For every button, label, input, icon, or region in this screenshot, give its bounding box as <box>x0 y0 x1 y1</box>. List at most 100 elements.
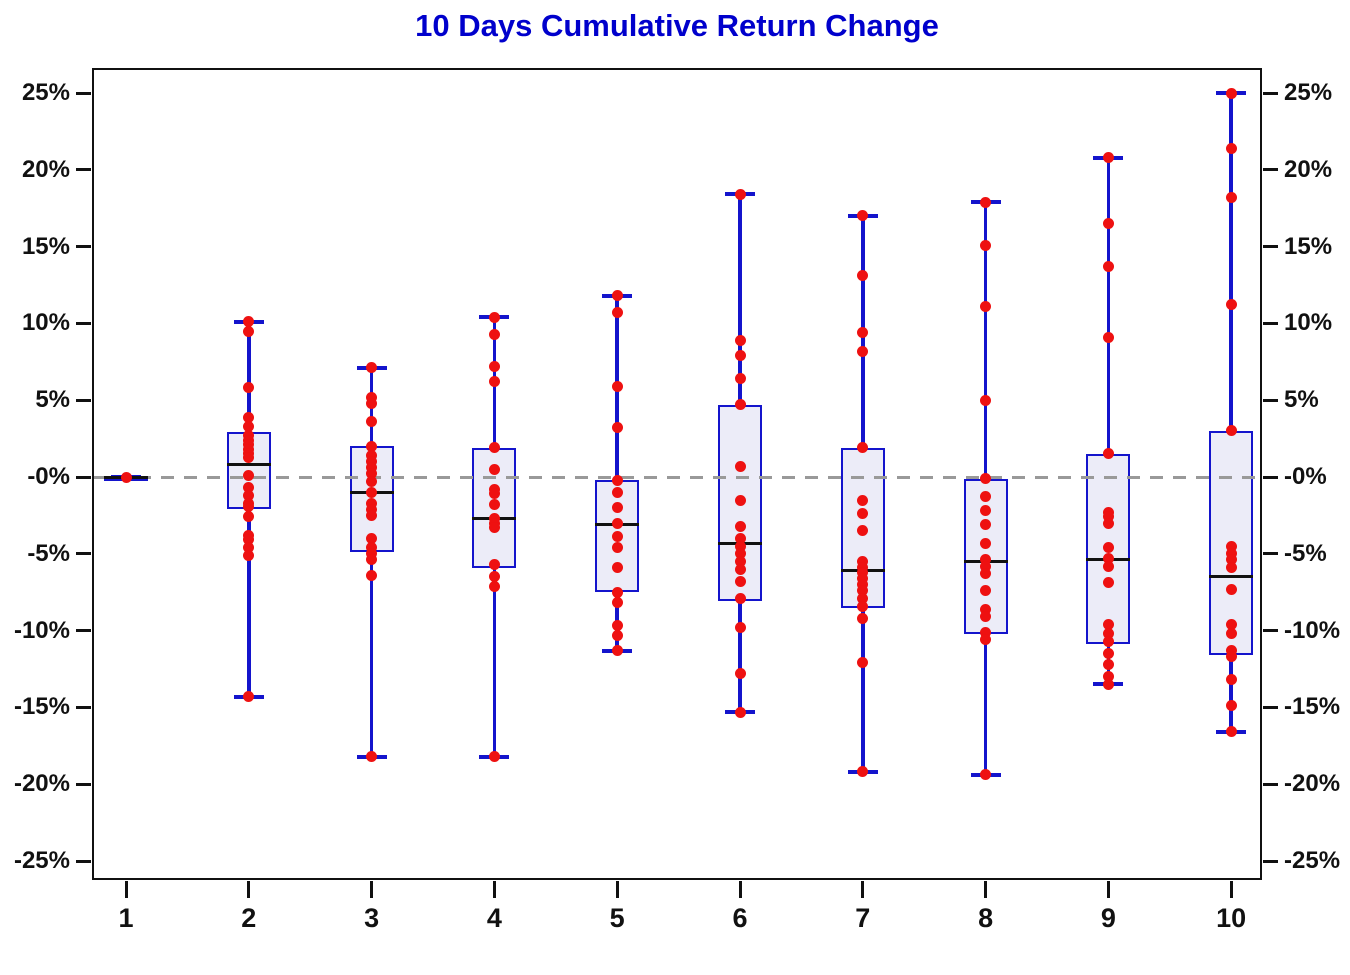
data-point <box>243 325 255 337</box>
data-point <box>1102 331 1114 343</box>
x-axis-label: 7 <box>855 903 871 933</box>
data-point <box>1225 540 1237 552</box>
y-axis-tick-right <box>1263 475 1278 479</box>
y-axis-label-right: -20% <box>1284 770 1341 798</box>
y-axis-tick-left <box>76 552 91 556</box>
data-point <box>980 769 992 781</box>
data-point <box>488 463 500 475</box>
y-axis-label-left: 5% <box>35 386 70 414</box>
data-point <box>734 575 746 587</box>
y-axis-tick-right <box>1263 168 1278 172</box>
x-axis-label: 4 <box>486 903 502 933</box>
data-point <box>734 520 746 532</box>
x-axis-tick <box>984 881 988 898</box>
data-point <box>488 751 500 763</box>
y-axis-label-right: -0% <box>1284 463 1327 490</box>
data-point <box>1102 448 1114 460</box>
data-point <box>611 290 623 302</box>
data-point <box>243 542 255 554</box>
x-axis-tick <box>124 881 128 898</box>
y-axis-label-left: -0% <box>27 463 70 490</box>
data-point <box>1102 577 1114 589</box>
data-point <box>734 668 746 680</box>
data-point <box>488 360 500 372</box>
data-point <box>857 210 869 222</box>
data-point <box>243 500 255 512</box>
y-axis-tick-right <box>1263 705 1278 709</box>
data-point <box>734 494 746 506</box>
y-axis-label-right: 5% <box>1284 386 1319 414</box>
y-axis-label-left: 10% <box>21 309 70 337</box>
y-axis-tick-left <box>76 629 91 633</box>
data-point <box>366 548 378 560</box>
y-axis-tick-right <box>1263 859 1278 863</box>
data-point <box>734 563 746 575</box>
data-point <box>734 334 746 346</box>
x-axis-tick <box>492 881 496 898</box>
data-point <box>980 473 992 485</box>
data-point <box>611 474 623 486</box>
data-point <box>488 488 500 500</box>
data-point <box>366 440 378 452</box>
data-point <box>734 373 746 385</box>
data-point <box>1225 299 1237 311</box>
y-axis-tick-left <box>76 859 91 863</box>
data-point <box>980 301 992 312</box>
plot-area <box>92 68 1262 880</box>
x-axis-tick <box>615 881 619 898</box>
data-point <box>857 494 869 506</box>
data-point <box>366 503 378 515</box>
data-point <box>980 519 992 531</box>
data-point <box>1225 618 1237 630</box>
data-point <box>1102 511 1114 523</box>
data-point <box>734 350 746 362</box>
data-point <box>366 456 378 468</box>
data-point <box>243 549 255 561</box>
data-point <box>366 391 378 403</box>
y-axis-tick-left <box>76 321 91 325</box>
data-point <box>243 316 255 328</box>
data-point <box>611 629 623 641</box>
y-axis-label-right: -5% <box>1284 539 1327 567</box>
data-point <box>857 766 869 778</box>
data-point <box>488 559 500 571</box>
data-point <box>243 451 255 463</box>
y-axis-label-left: -10% <box>13 616 70 644</box>
y-axis-label-left: 15% <box>21 232 70 260</box>
data-point <box>980 554 992 566</box>
x-axis-tick <box>1229 881 1233 898</box>
data-point <box>734 532 746 544</box>
data-point <box>611 531 623 543</box>
data-point <box>120 471 132 483</box>
data-point <box>366 532 378 544</box>
data-point <box>243 420 255 432</box>
data-point <box>1102 628 1114 640</box>
whisker-line <box>1229 93 1233 732</box>
data-point <box>1102 618 1114 630</box>
data-point <box>1102 517 1114 529</box>
x-axis-tick <box>247 881 251 898</box>
data-point <box>980 491 992 503</box>
data-point <box>611 486 623 498</box>
y-axis-tick-left <box>76 398 91 402</box>
y-axis-tick-right <box>1263 552 1278 556</box>
data-point <box>611 422 623 434</box>
data-point <box>734 555 746 567</box>
x-axis-label: 5 <box>609 903 625 933</box>
data-point <box>980 634 992 646</box>
data-point <box>980 626 992 638</box>
data-point <box>980 394 992 406</box>
y-axis-tick-right <box>1263 782 1278 786</box>
data-point <box>980 560 992 572</box>
data-point <box>734 592 746 604</box>
data-point <box>243 469 255 481</box>
y-axis-label-right: 20% <box>1284 155 1333 183</box>
data-point <box>366 449 378 461</box>
data-point <box>734 622 746 634</box>
data-point <box>1225 87 1237 99</box>
y-axis-label-right: 10% <box>1284 309 1333 337</box>
data-point <box>366 476 378 488</box>
data-point <box>1225 726 1237 738</box>
data-point <box>488 328 500 340</box>
data-point <box>1225 548 1237 560</box>
